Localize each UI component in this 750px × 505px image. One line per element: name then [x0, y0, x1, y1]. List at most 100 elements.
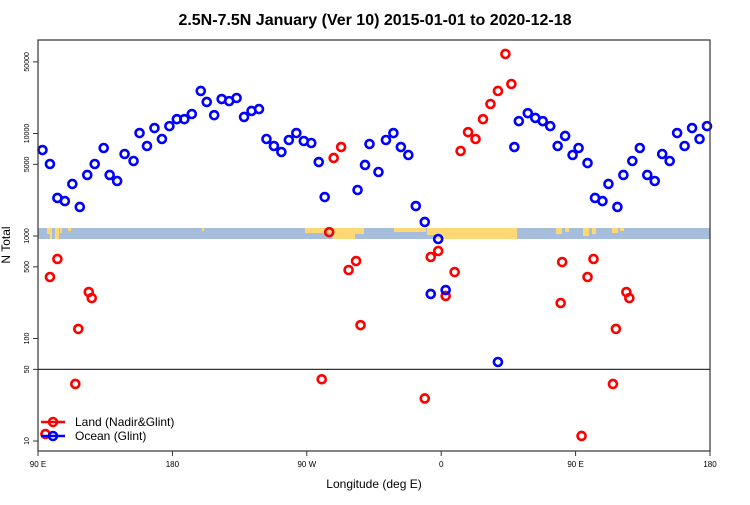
ocean-point — [44, 158, 56, 170]
ocean-point — [612, 201, 623, 213]
ocean-point — [291, 127, 302, 139]
ocean-point — [537, 115, 549, 127]
ocean-point — [111, 175, 123, 187]
land-point — [86, 292, 98, 304]
ocean-point — [364, 138, 375, 150]
ocean-point — [522, 107, 534, 119]
ocean-point — [373, 166, 384, 178]
land-point — [582, 271, 593, 283]
land-point — [323, 226, 335, 238]
land-point — [610, 323, 622, 335]
ocean-point — [440, 284, 451, 296]
y-tick-label: 5000 — [24, 156, 31, 172]
ocean-point — [104, 169, 115, 181]
ocean-point — [74, 201, 86, 213]
land-point — [624, 292, 635, 304]
land-point — [316, 373, 328, 385]
ocean-point — [164, 120, 175, 132]
land-point — [556, 256, 568, 268]
ocean-point — [552, 140, 563, 152]
land-point — [485, 98, 496, 110]
ocean-point — [403, 149, 414, 161]
ocean-point — [186, 108, 198, 120]
y-tick-label: 10 — [24, 437, 31, 445]
ocean-point — [81, 169, 93, 181]
x-tick-label: 0 — [439, 460, 444, 469]
land-patch — [68, 228, 71, 231]
ocean-point — [656, 148, 668, 160]
ocean-point — [582, 157, 593, 169]
land-point — [350, 255, 362, 267]
ocean-point — [208, 109, 220, 121]
ocean-point — [380, 134, 392, 146]
legend-land-marker — [47, 416, 59, 428]
land-patch — [55, 228, 59, 239]
x-tick-label: 90 E — [567, 460, 583, 469]
plot-frame — [37, 39, 711, 452]
land-point — [470, 133, 481, 145]
land-patch — [620, 228, 624, 231]
land-point — [492, 85, 504, 97]
land-point — [343, 264, 354, 276]
ocean-point — [283, 134, 295, 146]
ocean-point — [509, 141, 520, 153]
land-patch — [565, 228, 569, 232]
ocean-point — [261, 133, 272, 145]
land-patch — [612, 228, 618, 233]
legend-ocean-marker — [47, 430, 59, 442]
land-patch — [583, 228, 589, 236]
ocean-point — [149, 122, 160, 134]
land-point — [335, 141, 347, 153]
land-patch — [50, 228, 52, 239]
land-patch — [305, 228, 333, 233]
ocean-point — [649, 175, 661, 187]
x-tick-label: 180 — [703, 460, 717, 469]
ocean-point — [37, 144, 48, 156]
ocean-point — [59, 195, 71, 207]
ocean-point — [701, 120, 713, 132]
ocean-point — [573, 142, 584, 154]
land-point — [73, 323, 84, 335]
ocean-point — [319, 191, 331, 203]
chart-title: 2.5N-7.5N January (Ver 10) 2015-01-01 to… — [178, 12, 571, 29]
land-patch — [333, 228, 355, 239]
ocean-point — [238, 111, 250, 123]
land-point — [432, 245, 444, 257]
land-point — [328, 152, 339, 164]
land-point — [576, 430, 587, 442]
ocean-point — [679, 140, 690, 152]
land-point — [52, 253, 63, 265]
ocean-point — [544, 120, 556, 132]
ocean-point — [425, 288, 437, 300]
land-point — [449, 266, 460, 278]
legend-land-label: Land (Nadir&Glint) — [75, 415, 174, 429]
ocean-point — [201, 96, 213, 108]
land-point — [44, 271, 56, 283]
ocean-point — [352, 184, 363, 196]
ocean-point — [98, 142, 110, 154]
y-tick-label: 50 — [24, 365, 31, 373]
ocean-point — [597, 195, 608, 207]
ocean-point — [513, 115, 525, 127]
ocean-point — [395, 141, 407, 153]
ocean-band — [38, 228, 710, 239]
ocean-point — [664, 155, 675, 167]
ocean-point — [134, 127, 145, 139]
land-ocean-map-strip — [38, 228, 710, 239]
y-tick-label: 10000 — [24, 124, 31, 144]
ocean-point — [195, 85, 207, 97]
ocean-point — [253, 103, 265, 115]
y-axis-label: N Total — [0, 226, 13, 263]
ocean-point — [156, 133, 168, 145]
ocean-point — [313, 156, 325, 168]
land-point — [500, 48, 511, 60]
y-tick-label: 50000 — [24, 52, 31, 72]
legend-ocean-label: Ocean (Glint) — [75, 429, 146, 443]
ocean-point — [694, 133, 705, 145]
y-tick-label: 100 — [24, 333, 31, 345]
land-point — [555, 297, 566, 309]
ocean-point — [141, 140, 153, 152]
x-axis-label: Longitude (deg E) — [326, 477, 421, 491]
y-tick-label: 500 — [24, 261, 31, 273]
ocean-point — [128, 155, 139, 167]
